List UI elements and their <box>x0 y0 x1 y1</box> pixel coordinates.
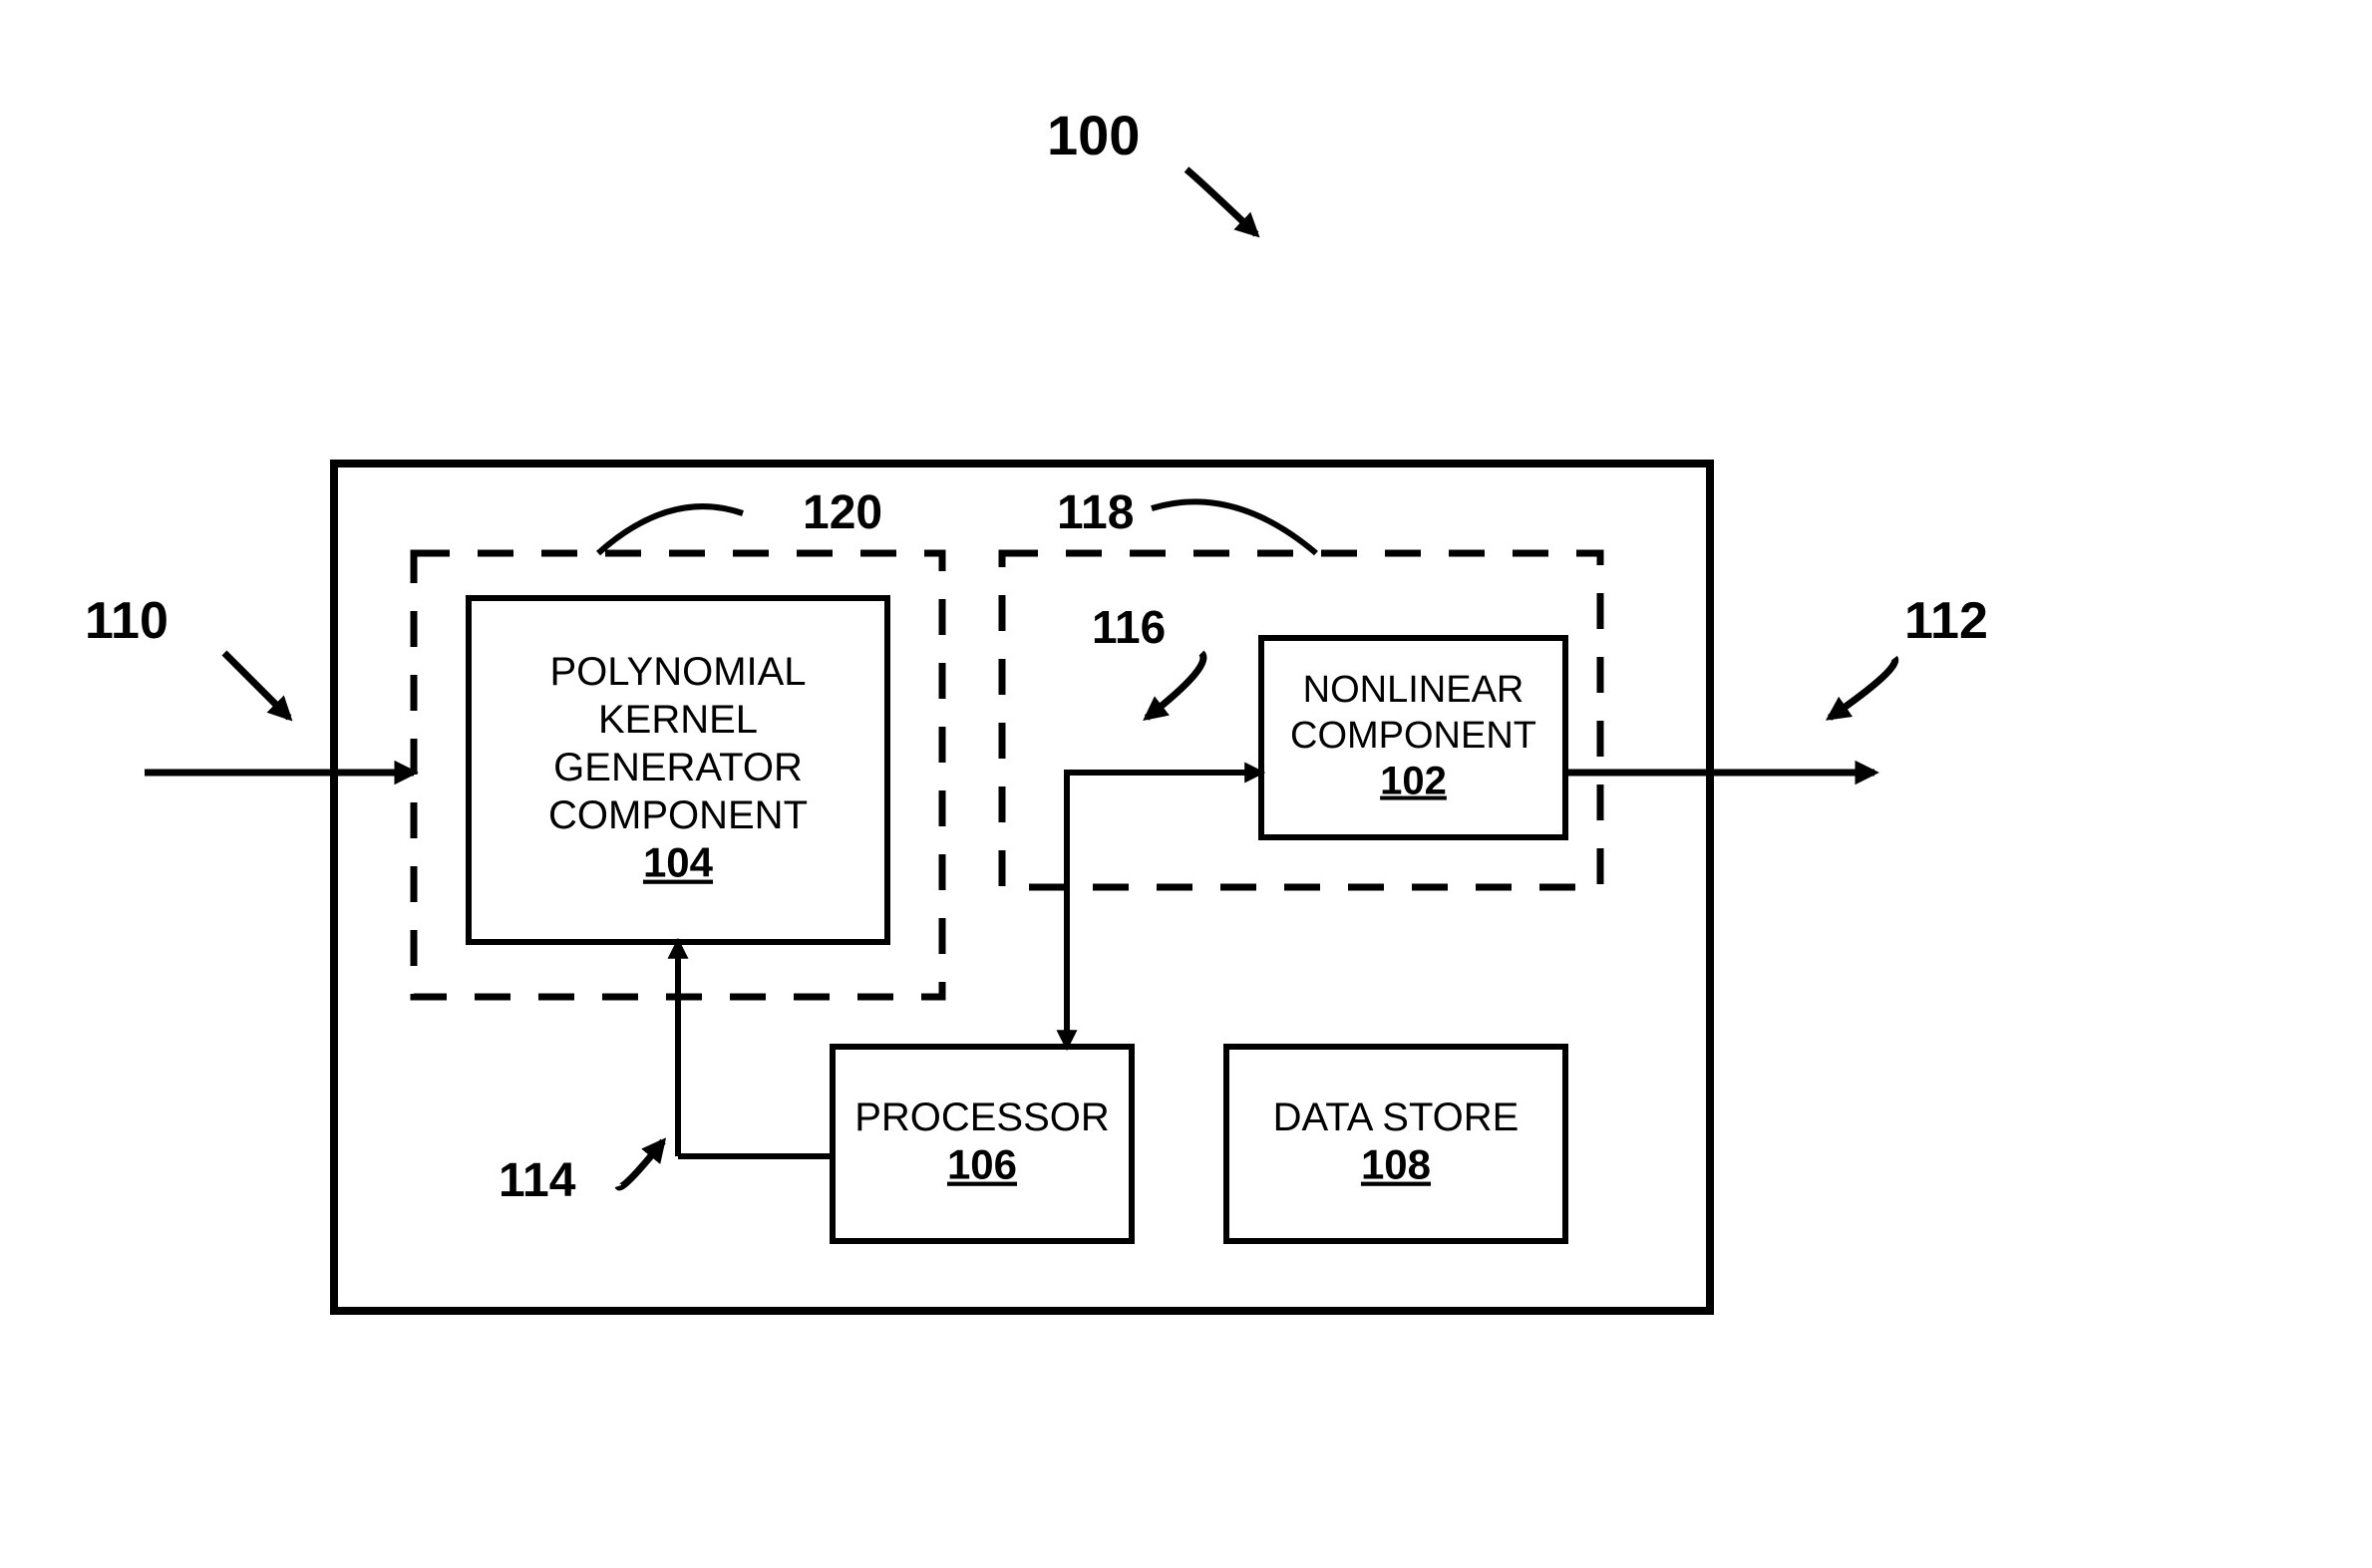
ref-arrow-114 <box>618 1141 663 1187</box>
box-106-label-line: PROCESSOR <box>854 1096 1110 1139</box>
box-102-label-line: NONLINEAR <box>1303 669 1525 711</box>
box-104-label-line: POLYNOMIAL <box>549 650 806 694</box>
box-102-label-line: COMPONENT <box>1290 715 1536 757</box>
box-108-ref-num: 108 <box>1361 1141 1431 1188</box>
box-108-label-line: DATA STORE <box>1273 1096 1520 1139</box>
ref-arrow-116 <box>1147 653 1203 718</box>
box-104-label-line: GENERATOR <box>553 746 803 789</box>
ref-label-120: 120 <box>803 486 882 539</box>
box-106-ref-num: 106 <box>947 1141 1017 1188</box>
ref-label-114: 114 <box>499 1154 576 1207</box>
ref-label-116: 116 <box>1092 601 1166 653</box>
ref-label-100: 100 <box>1047 104 1140 166</box>
ref-arrow-110 <box>224 653 289 718</box>
ref-lead-118 <box>1152 501 1316 553</box>
ref-label-118: 118 <box>1057 486 1134 539</box>
box-102-ref-num: 102 <box>1380 760 1447 803</box>
box-104-label-line: COMPONENT <box>548 793 808 837</box>
box-104-ref-num: 104 <box>643 839 714 886</box>
ref-label-112: 112 <box>1904 592 1988 650</box>
arrow-116-to-102 <box>1067 773 1261 1047</box>
ref-lead-120 <box>598 506 743 553</box>
ref-label-110: 110 <box>85 592 169 650</box>
ref-arrow-112 <box>1830 658 1895 718</box>
box-104-label-line: KERNEL <box>598 698 758 742</box>
ref-arrow-100 <box>1186 169 1256 234</box>
